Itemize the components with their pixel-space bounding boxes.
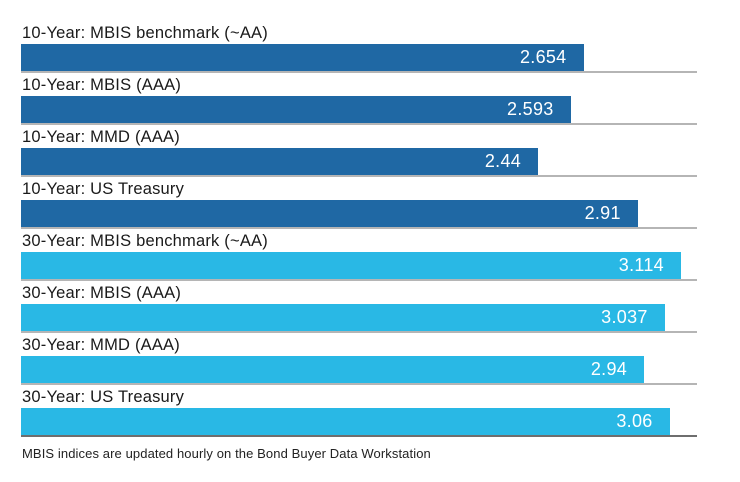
bar-value-label: 3.114 [618, 255, 664, 275]
bar-track: 2.94 [21, 356, 697, 383]
bar-track: 2.654 [21, 44, 697, 71]
bar: 3.06 [21, 408, 670, 435]
bar-category-label: 30-Year: MBIS benchmark (~AA) [22, 232, 268, 250]
row-separator-line [21, 227, 697, 229]
bar-value-label: 2.94 [590, 359, 628, 379]
bar-value-label: 2.44 [484, 151, 522, 171]
row-separator-line [21, 435, 697, 437]
chart-footnote: MBIS indices are updated hourly on the B… [22, 446, 431, 461]
bar: 2.593 [21, 96, 571, 123]
bar-value-label: 2.654 [519, 47, 567, 67]
bar-row: 10-Year: MBIS (AAA) 2.593 [21, 76, 697, 125]
bar-row: 10-Year: US Treasury 2.91 [21, 180, 697, 229]
bar-category-label: 10-Year: MMD (AAA) [22, 128, 180, 146]
bar-value-label: 2.91 [584, 203, 621, 223]
bond-yield-bar-chart: 10-Year: MBIS benchmark (~AA) 2.654 10-Y… [21, 24, 740, 461]
bar-track: 3.114 [21, 252, 697, 279]
bar-row: 30-Year: MBIS benchmark (~AA) 3.114 [21, 232, 697, 281]
bar-row: 30-Year: US Treasury 3.06 [21, 388, 697, 437]
bar-track: 3.037 [21, 304, 697, 331]
bar-category-label: 10-Year: MBIS (AAA) [22, 76, 182, 94]
row-separator-line [21, 331, 697, 333]
bar: 2.94 [21, 356, 645, 383]
row-separator-line [21, 175, 697, 177]
bar-track: 3.06 [21, 408, 697, 435]
bar-category-label: 10-Year: US Treasury [22, 180, 185, 198]
bar: 2.44 [21, 148, 539, 175]
bar-category-label: 30-Year: MMD (AAA) [22, 336, 180, 354]
row-separator-line [21, 279, 697, 281]
bar: 2.91 [21, 200, 638, 227]
bar-row: 30-Year: MMD (AAA) 2.94 [21, 336, 697, 385]
bar-category-label: 30-Year: MBIS (AAA) [22, 284, 182, 302]
bar-value-label: 2.593 [507, 99, 554, 119]
bar: 2.654 [21, 44, 584, 71]
bar-category-label: 30-Year: US Treasury [22, 388, 185, 406]
row-separator-line [21, 383, 697, 385]
bar-track: 2.91 [21, 200, 697, 227]
row-separator-line [21, 71, 697, 73]
row-separator-line [21, 123, 697, 125]
bar-row: 10-Year: MMD (AAA) 2.44 [21, 128, 697, 177]
bar-rows-container: 10-Year: MBIS benchmark (~AA) 2.654 10-Y… [21, 24, 740, 437]
bar-category-label: 10-Year: MBIS benchmark (~AA) [22, 24, 268, 42]
bar-value-label: 3.037 [601, 307, 648, 327]
bar-value-label: 3.06 [616, 411, 653, 431]
bar: 3.037 [21, 304, 665, 331]
bar-track: 2.593 [21, 96, 697, 123]
bar-row: 10-Year: MBIS benchmark (~AA) 2.654 [21, 24, 697, 73]
bar: 3.114 [21, 252, 681, 279]
bar-row: 30-Year: MBIS (AAA) 3.037 [21, 284, 697, 333]
bar-track: 2.44 [21, 148, 697, 175]
